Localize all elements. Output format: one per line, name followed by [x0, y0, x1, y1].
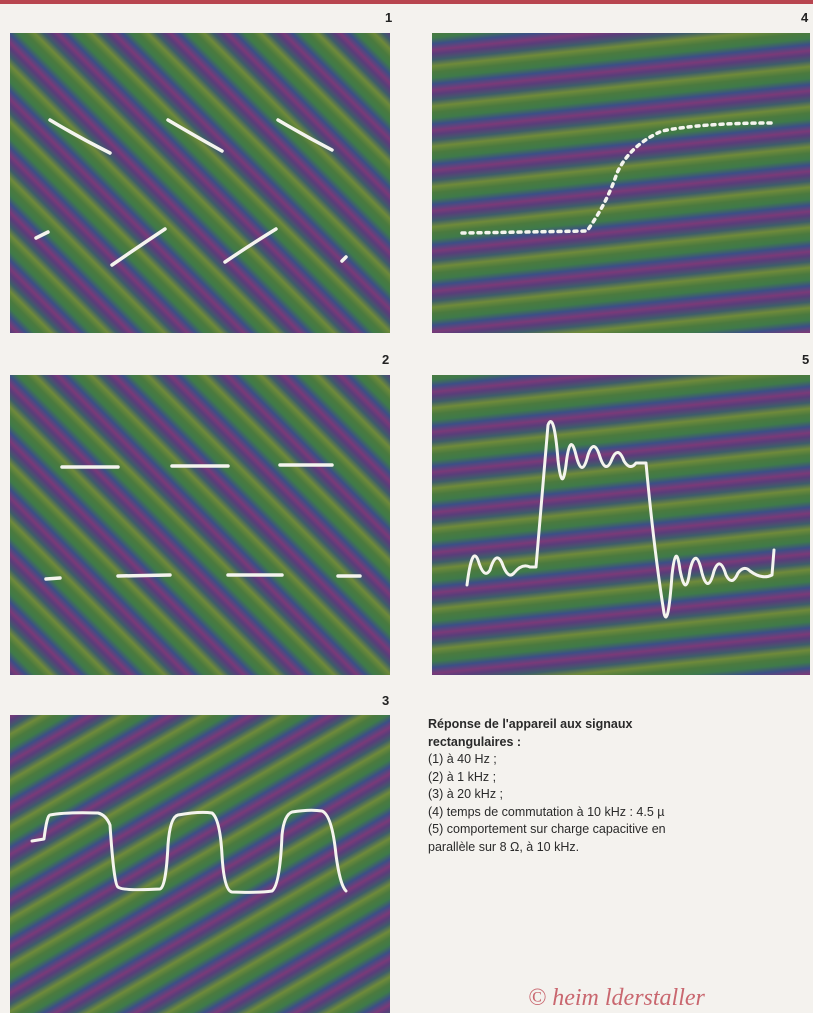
oscilloscope-panel-1	[10, 33, 390, 333]
panel-number-4: 4	[801, 10, 809, 25]
switching-time-trace-dotted	[460, 121, 774, 235]
caption-item-1: (1) à 40 Hz ;	[428, 752, 497, 766]
square-wave-trace-1khz	[44, 463, 362, 581]
panel-number-2: 2	[382, 352, 390, 367]
caption-item-4: (4) temps de commutation à 10 kHz : 4.5 …	[428, 804, 665, 819]
caption-title-line-1: Réponse de l'appareil aux signaux	[428, 717, 633, 731]
panel-number-5: 5	[802, 352, 810, 367]
top-rule	[0, 0, 813, 4]
caption-item-5-line-1: (5) comportement sur charge capacitive e…	[428, 822, 666, 836]
square-wave-trace-20khz	[30, 808, 348, 894]
caption-title-line-2: rectangulaires :	[428, 734, 522, 749]
oscilloscope-panel-4	[432, 33, 810, 333]
copyright-watermark: © heim lderstaller	[528, 985, 705, 1011]
panel-number-3: 3	[382, 693, 390, 708]
capacitive-load-ringing-trace	[465, 420, 776, 619]
oscilloscope-panel-2	[10, 375, 390, 675]
caption-item-2: (2) à 1 kHz ;	[428, 769, 497, 784]
oscilloscope-panel-3	[10, 715, 390, 1013]
panel-number-1: 1	[385, 10, 393, 25]
square-wave-trace-40hz	[34, 118, 348, 267]
figure-caption: Réponse de l'appareil aux signaux rectan…	[428, 716, 808, 856]
oscilloscope-panel-5	[432, 375, 810, 675]
caption-item-5-line-2: parallèle sur 8 Ω, à 10 kHz.	[428, 839, 580, 854]
caption-item-3: (3) à 20 kHz ;	[428, 787, 504, 801]
